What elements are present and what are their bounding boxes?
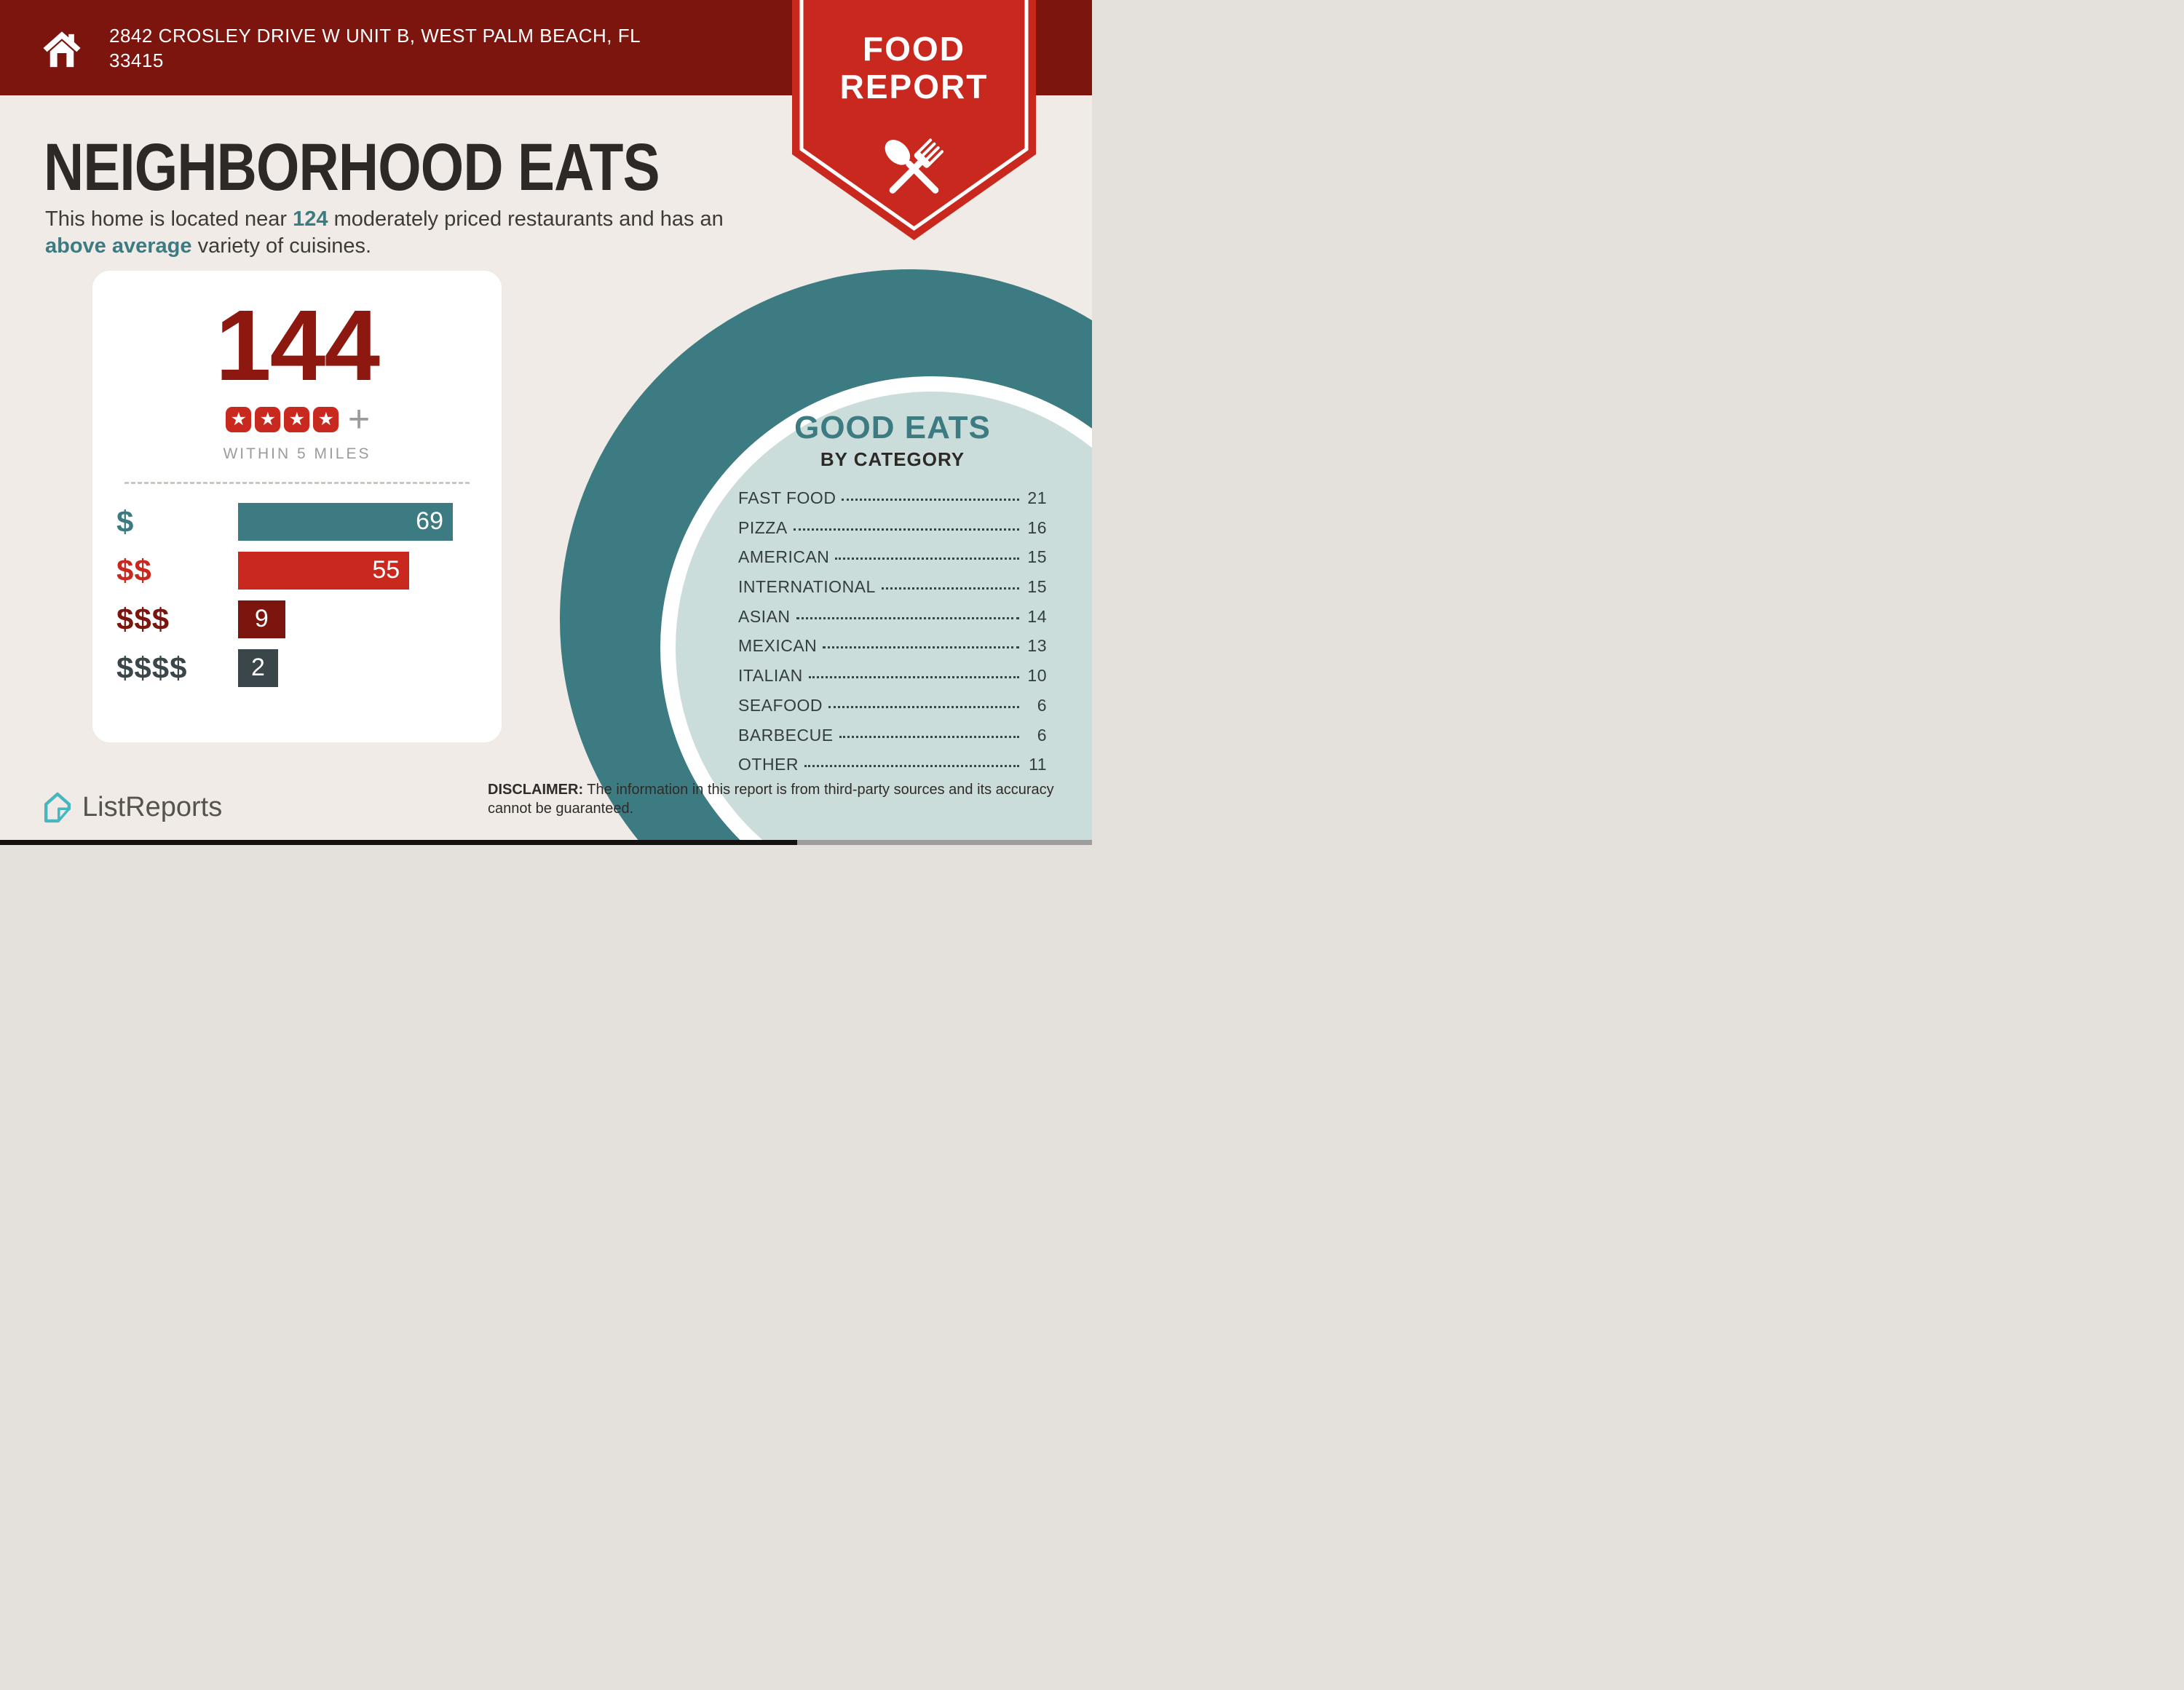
property-address: 2842 CROSLEY DRIVE W UNIT B, WEST PALM B… [109,24,641,71]
restaurant-count-highlight: 124 [293,207,328,231]
category-value: 6 [1037,725,1047,745]
badge-inner-border [799,0,1029,231]
house-document-icon [44,792,71,823]
subtitle-text: This home is located near [45,207,293,231]
category-dotted-leader [793,528,1019,531]
price-bar: 69 [238,502,453,541]
listreports-logo: ListReports [41,788,222,827]
star-tiles: ★ ★ ★ ★ [224,407,341,433]
category-value: 15 [1027,547,1047,567]
category-dotted-leader [823,646,1019,649]
category-label: INTERNATIONAL [738,577,876,597]
price-bar-value: 55 [372,556,400,584]
category-row: SEAFOOD 6 [738,696,1047,726]
category-dotted-leader [839,735,1019,738]
price-bar-row: $$ 55 [92,551,502,590]
category-row: ITALIAN 10 [738,666,1047,696]
price-bar-value: 9 [254,605,269,633]
page-subtitle: This home is located near 124 moderately… [45,206,780,260]
total-restaurant-count: 144 [215,290,380,402]
category-value: 15 [1027,577,1047,597]
price-level-label: $ [116,504,135,539]
category-row: BARBECUE 6 [738,726,1047,755]
price-level-label: $$$$ [116,650,188,685]
category-dotted-leader [804,765,1019,768]
category-row: OTHER 11 [738,755,1047,785]
video-progress-bar[interactable] [0,840,1092,845]
category-label: FAST FOOD [738,488,836,507]
radius-label: WITHIN 5 MILES [223,445,371,462]
category-dotted-leader [828,705,1019,708]
category-row: ASIAN 14 [738,607,1047,637]
good-eats-subtitle: BY CATEGORY [820,448,965,470]
star-icon: ★ [226,407,252,433]
category-value: 10 [1027,666,1047,686]
price-bar-chart: $69 $$ 55 $$$ 9 $$$$ 2 [92,502,502,687]
price-bar-value: 69 [416,507,443,536]
category-value: 11 [1029,755,1047,774]
category-value: 21 [1027,488,1047,507]
restaurant-count-card: 144 ★ ★ ★ ★ + WITHIN 5 MILES $69 $$ 55 $$$ 9 $$$… [92,271,502,742]
category-value: 14 [1027,606,1047,626]
dashed-divider [124,481,470,484]
category-label: SEAFOOD [738,695,823,715]
star-icon: ★ [284,407,310,433]
category-row: MEXICAN 13 [738,636,1047,666]
category-row: INTERNATIONAL 15 [738,577,1047,607]
category-label: ASIAN [738,606,791,626]
price-bar: 9 [238,600,285,638]
badge-pennant-shape [792,0,1036,240]
category-value: 16 [1027,517,1047,537]
category-dotted-leader [796,616,1019,619]
category-label: ITALIAN [738,666,803,686]
food-report-infographic: 2842 CROSLEY DRIVE W UNIT B, WEST PALM B… [0,0,1092,845]
category-row: FAST FOOD 21 [738,488,1047,518]
star-rating: ★ ★ ★ ★ + [224,398,371,440]
food-report-badge: FOOD REPORT [792,0,1036,240]
good-eats-title: GOOD EATS [794,410,991,445]
plus-icon: + [347,398,371,440]
category-dotted-leader [835,558,1019,560]
price-bar-row: $69 [92,502,502,541]
disclaimer: DISCLAIMER: The information in this repo… [488,780,1070,818]
category-dotted-leader [842,499,1019,501]
category-label: PIZZA [738,517,788,537]
price-bar: 55 [238,551,410,590]
price-bar-value: 2 [250,654,265,682]
price-level-label: $$ [116,552,152,587]
home-icon [43,31,81,67]
star-icon: ★ [255,407,281,433]
category-dotted-leader [808,676,1019,679]
disclaimer-text: The information in this report is from t… [488,782,1054,817]
category-row: AMERICAN 15 [738,547,1047,577]
category-row: PIZZA 16 [738,518,1047,548]
variety-highlight: above average [45,234,192,258]
subtitle-text: variety of cuisines. [191,234,372,258]
category-label: OTHER [738,755,799,774]
good-eats-panel: GOOD EATS BY CATEGORY FAST FOOD 21 PIZZA 16… [738,410,1047,785]
page-title: NEIGHBORHOOD EATS [44,130,660,205]
badge-title-line2: REPORT [840,68,989,106]
spoon-fork-icon [885,138,944,194]
star-icon: ★ [313,407,339,433]
category-label: AMERICAN [738,547,830,567]
category-list: FAST FOOD 21 PIZZA 16 AMERICAN 15 INTERNATIONA… [738,488,1047,785]
category-label: MEXICAN [738,636,818,656]
category-value: 6 [1037,695,1047,715]
price-bar: 2 [238,648,278,687]
category-dotted-leader [881,587,1019,590]
subtitle-text: moderately priced restaurants and has an [328,207,724,231]
brand-name: ListReports [82,791,223,822]
category-label: BARBECUE [738,725,834,745]
badge-title-line1: FOOD [863,30,965,68]
disclaimer-label: DISCLAIMER: [488,782,584,798]
price-bar-row: $$$ 9 [92,600,502,638]
price-bar-row: $$$$ 2 [92,648,502,687]
category-value: 13 [1027,636,1047,656]
price-level-label: $$$ [116,601,170,636]
